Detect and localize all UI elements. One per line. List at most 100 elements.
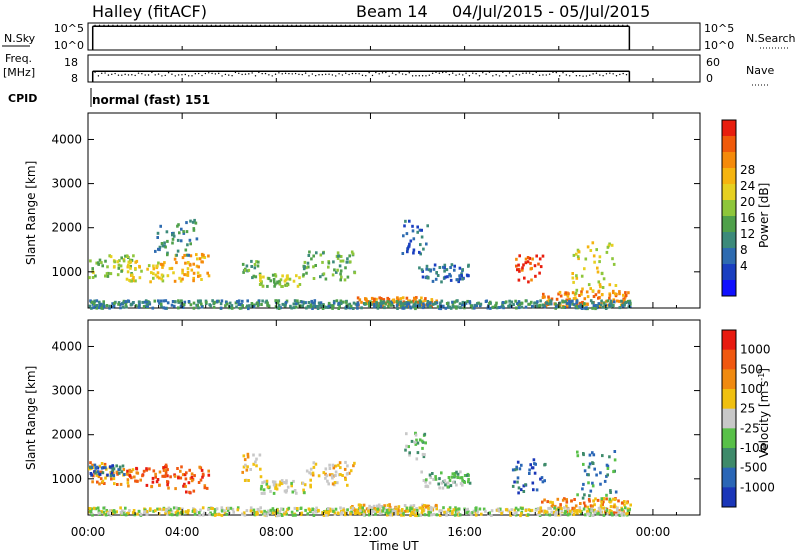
colorbar-segment — [722, 248, 736, 265]
range-cell — [151, 306, 155, 310]
range-cell — [577, 305, 581, 309]
range-cell — [538, 303, 542, 307]
colorbar-segment — [722, 467, 736, 488]
range-cell — [309, 483, 312, 487]
range-cell — [558, 305, 561, 309]
range-cell — [198, 257, 202, 261]
range-cell — [425, 478, 428, 482]
range-cell — [290, 510, 294, 514]
range-cell — [453, 300, 457, 304]
colorbar-tick-label: 24 — [740, 179, 755, 193]
range-cell — [579, 502, 582, 505]
range-cell — [164, 463, 168, 467]
range-cell — [452, 480, 455, 484]
range-cell — [508, 303, 512, 307]
range-cell — [146, 305, 149, 308]
range-cell — [436, 274, 440, 277]
nave-point — [224, 73, 227, 76]
range-cell — [627, 291, 630, 295]
range-cell — [603, 510, 607, 514]
nave-point — [348, 73, 350, 76]
range-cell — [458, 274, 461, 278]
range-cell — [181, 305, 185, 309]
range-cell — [118, 467, 122, 471]
range-cell — [264, 300, 268, 304]
range-cell — [203, 484, 207, 488]
range-cell — [126, 478, 130, 482]
range-cell — [319, 275, 322, 279]
range-cell — [95, 306, 98, 310]
range-cell — [461, 300, 465, 304]
range-cell — [91, 480, 94, 484]
nsearch-point — [411, 24, 414, 26]
range-cell — [465, 474, 469, 477]
range-cell — [162, 299, 165, 303]
range-cell — [422, 455, 426, 459]
range-cell — [165, 230, 169, 234]
range-cell — [147, 264, 151, 268]
range-cell — [131, 468, 135, 472]
range-cell — [454, 305, 457, 309]
range-cell — [249, 509, 253, 513]
nsearch-point — [577, 24, 579, 26]
range-cell — [524, 305, 528, 309]
range-cell — [610, 243, 614, 247]
range-cell — [108, 254, 111, 258]
nave-point — [308, 75, 310, 77]
range-cell — [89, 461, 92, 465]
range-cell — [207, 274, 211, 278]
range-cell — [259, 279, 262, 283]
freq-label-2: [MHz] — [3, 66, 35, 79]
range-cell — [482, 507, 486, 511]
range-cell — [93, 302, 96, 306]
range-cell — [418, 301, 422, 305]
nave-point — [455, 74, 457, 76]
range-cell — [581, 305, 585, 309]
range-cell — [156, 231, 160, 235]
range-cell — [124, 300, 128, 304]
range-cell — [365, 507, 369, 511]
range-cell — [453, 474, 457, 478]
nave-point — [381, 72, 384, 74]
range-cell — [606, 299, 610, 303]
range-cell — [175, 506, 178, 510]
range-cell — [377, 302, 381, 306]
range-cell — [620, 513, 624, 517]
range-cell — [514, 506, 518, 510]
nave-point — [324, 73, 327, 75]
range-cell — [466, 507, 469, 511]
range-cell — [532, 458, 536, 462]
range-cell — [302, 267, 306, 271]
range-cell — [572, 513, 576, 516]
range-cell — [458, 277, 462, 281]
range-cell — [395, 300, 399, 303]
range-cell — [192, 228, 196, 232]
range-cell — [128, 278, 131, 282]
range-cell — [555, 508, 558, 512]
range-cell — [584, 513, 587, 517]
range-cell — [517, 267, 521, 271]
range-cell — [182, 231, 186, 235]
range-cell — [169, 508, 172, 512]
range-cell — [229, 506, 233, 510]
range-cell — [543, 479, 546, 483]
range-cell — [187, 481, 191, 485]
colorbar-segment — [722, 280, 736, 297]
range-cell — [198, 513, 201, 517]
range-cell — [515, 306, 518, 310]
power-colorbar-label: Power [dB] — [757, 183, 771, 248]
range-cell — [624, 301, 628, 304]
nave-point — [492, 75, 494, 77]
range-cell — [189, 242, 192, 246]
range-cell — [613, 292, 617, 296]
range-cell — [254, 275, 258, 279]
range-cell — [119, 482, 123, 486]
range-cell — [504, 300, 508, 304]
range-cell — [471, 306, 474, 310]
range-cell — [285, 284, 289, 287]
range-cell — [605, 512, 609, 516]
range-cell — [107, 511, 110, 515]
range-cell — [181, 510, 185, 514]
nsearch-point — [550, 24, 552, 26]
range-cell — [158, 483, 161, 487]
